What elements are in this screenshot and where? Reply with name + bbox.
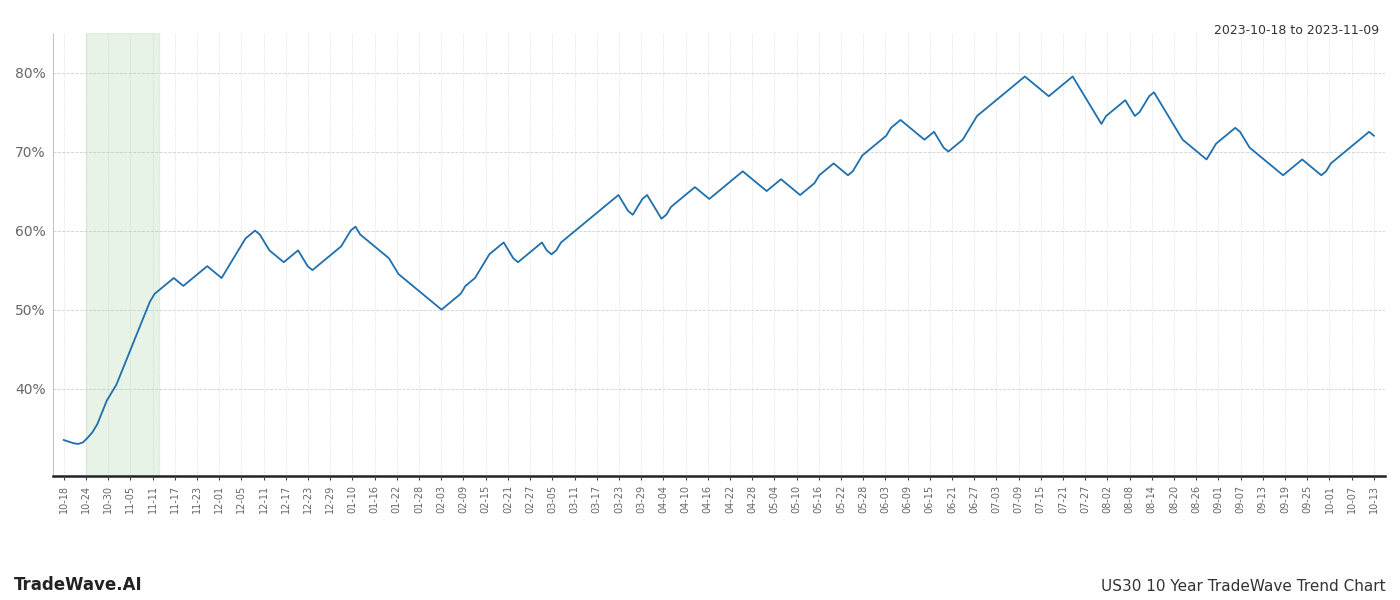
Text: US30 10 Year TradeWave Trend Chart: US30 10 Year TradeWave Trend Chart xyxy=(1102,579,1386,594)
Text: TradeWave.AI: TradeWave.AI xyxy=(14,576,143,594)
Bar xyxy=(85,33,160,476)
Text: 2023-10-18 to 2023-11-09: 2023-10-18 to 2023-11-09 xyxy=(1214,24,1379,37)
